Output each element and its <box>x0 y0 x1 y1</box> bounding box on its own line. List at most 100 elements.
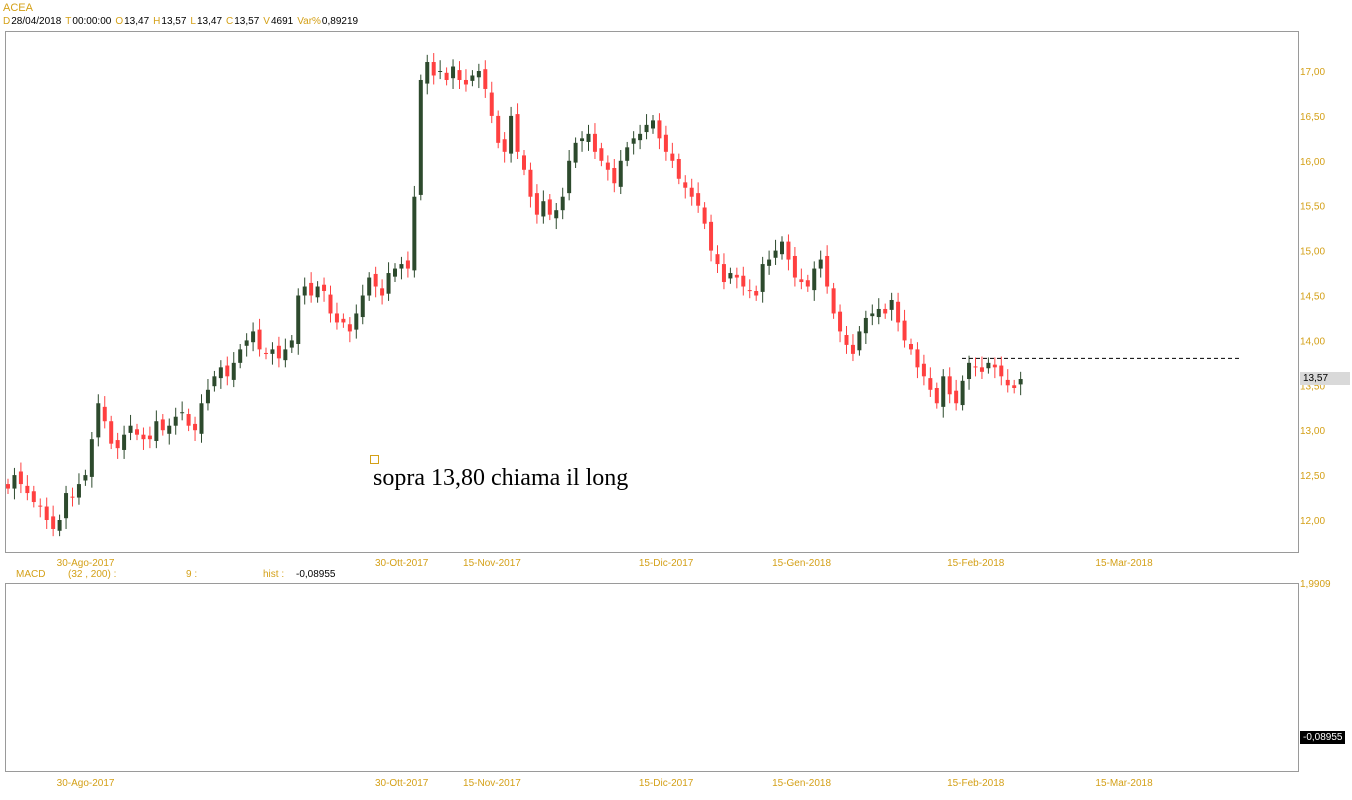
macd-x-tick-label: 15-Feb-2018 <box>947 778 1005 789</box>
candle-body <box>96 403 101 438</box>
candle-body <box>921 363 926 377</box>
candle-body <box>528 169 533 197</box>
candle-body <box>51 516 56 529</box>
readout-key-v: V <box>263 16 270 27</box>
candle-body <box>399 264 404 269</box>
candle-body <box>393 268 397 277</box>
candle-body <box>334 313 339 323</box>
candle-body <box>915 349 920 368</box>
candle-body <box>380 288 385 296</box>
candle-body <box>386 273 391 294</box>
candle-body <box>696 193 701 206</box>
candle-body <box>489 92 494 116</box>
candle-body <box>728 273 733 279</box>
candle-body <box>70 496 75 498</box>
candle-body <box>1018 379 1023 385</box>
macd-signal-label: 9 : <box>186 569 198 580</box>
candle-body <box>515 114 520 152</box>
candle-body <box>128 425 133 433</box>
candle-body <box>322 284 327 292</box>
macd-x-tick-label: 30-Ott-2017 <box>375 778 429 789</box>
y-tick-label: 17,00 <box>1300 67 1325 78</box>
candle-body <box>173 416 178 426</box>
candle-body <box>657 120 662 139</box>
candle-body <box>193 423 198 431</box>
candle-body <box>670 153 675 161</box>
macd-panel[interactable] <box>5 583 1299 772</box>
candle-body <box>960 380 965 406</box>
candle-body <box>883 308 888 314</box>
candle-body <box>967 362 972 380</box>
candle-body <box>238 349 243 363</box>
candle-body <box>225 365 230 377</box>
candle-body <box>205 389 210 404</box>
candle-body <box>57 520 62 531</box>
x-tick-label: 30-Ott-2017 <box>375 558 429 569</box>
candle-body <box>257 329 262 350</box>
y-tick-label: 16,00 <box>1300 157 1325 168</box>
candle-body <box>83 475 88 481</box>
candle-body <box>102 406 107 422</box>
candle-body <box>979 367 984 372</box>
readout-value-h: 13,57 <box>161 16 187 27</box>
candle-body <box>605 162 610 170</box>
candle-body <box>876 308 881 318</box>
annotation-text[interactable]: sopra 13,80 chiama il long <box>373 465 629 491</box>
x-tick-label: 15-Gen-2018 <box>772 558 831 569</box>
candle-body <box>496 115 501 143</box>
candle-body <box>12 475 17 489</box>
candle-body <box>405 260 410 269</box>
readout-key-t: T <box>65 16 72 27</box>
candle-body <box>760 264 765 292</box>
candle-body <box>212 376 217 387</box>
candle-body <box>580 138 585 142</box>
macd-params: (32 , 200) : <box>68 569 117 580</box>
candle-body <box>986 362 991 369</box>
y-tick-label: 12,50 <box>1300 471 1325 482</box>
candle-body <box>231 362 236 380</box>
candle-body <box>180 412 185 414</box>
candle-body <box>973 366 978 368</box>
candle-body <box>44 506 49 520</box>
candle-body <box>425 62 430 84</box>
x-tick-label: 15-Feb-2018 <box>947 558 1005 569</box>
readout-key-varpct: Var% <box>297 16 321 27</box>
macd-x-tick-label: 15-Dic-2017 <box>639 778 694 789</box>
candle-body <box>270 349 275 354</box>
candle-body <box>160 419 165 431</box>
candle-body <box>573 142 578 163</box>
symbol-title: ACEA <box>3 2 33 14</box>
candle-body <box>25 485 30 494</box>
y-tick-label: 15,50 <box>1300 202 1325 213</box>
candle-body <box>438 71 443 72</box>
candle-body <box>625 147 630 161</box>
candle-body <box>844 335 849 345</box>
candle-body <box>947 376 952 395</box>
candle-body <box>870 313 875 317</box>
candle-body <box>6 484 10 489</box>
candle-body <box>896 301 901 323</box>
readout-value-d: 28/04/2018 <box>11 16 62 27</box>
candle-body <box>309 282 314 296</box>
candle-body <box>902 320 907 341</box>
price-chart-panel[interactable] <box>5 31 1299 553</box>
candle-body <box>534 193 539 215</box>
candle-body <box>631 138 636 144</box>
macd-hist-label: hist : <box>263 569 285 580</box>
candle-body <box>457 70 462 80</box>
candle-body <box>451 66 456 79</box>
candle-body <box>244 340 249 346</box>
candle-body <box>773 250 778 258</box>
y-tick-label: 13,00 <box>1300 426 1325 437</box>
candle-body <box>431 62 436 76</box>
macd-hist-value: -0,08955 <box>296 569 336 580</box>
candle-body <box>909 343 913 350</box>
readout-value-t: 00:00:00 <box>72 16 112 27</box>
candle-body <box>799 279 804 283</box>
x-tick-label: 15-Mar-2018 <box>1095 558 1153 569</box>
candle-body <box>289 340 294 348</box>
macd-axis-top-label: 1,9909 <box>1300 579 1331 590</box>
macd-name: MACD <box>16 569 46 580</box>
annotation-marker[interactable] <box>370 455 379 464</box>
